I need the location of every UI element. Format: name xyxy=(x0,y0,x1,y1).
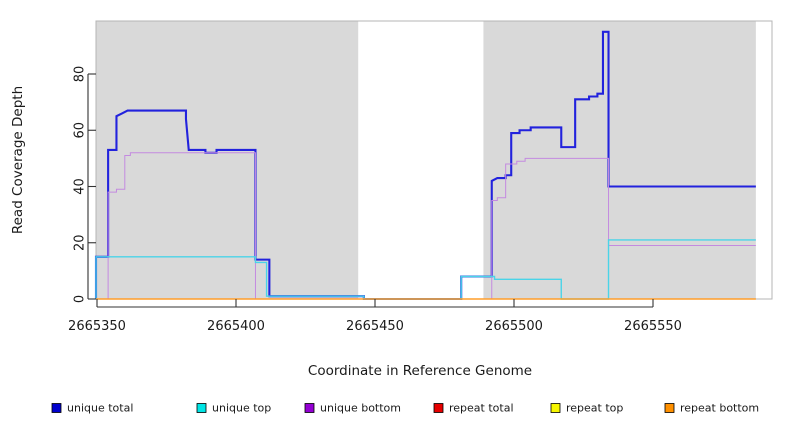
legend-item-unique-top[interactable]: unique top xyxy=(196,402,271,415)
legend-label-repeat-bottom: repeat bottom xyxy=(680,402,759,415)
legend-swatch-unique-total xyxy=(51,403,62,413)
shaded-regions xyxy=(95,20,773,300)
legend-item-repeat-total[interactable]: repeat total xyxy=(433,402,514,415)
legend-label-unique-total: unique total xyxy=(67,402,133,415)
x-tick-label-2665450: 2665450 xyxy=(346,319,404,334)
axes: 0 20 40 60 80 2665350 2665400 2665450 2665500 266… xyxy=(68,66,682,334)
legend-swatch-unique-bottom xyxy=(304,403,315,413)
legend-label-unique-top: unique top xyxy=(212,402,271,415)
y-tick-label-0: 0 xyxy=(73,295,88,303)
legend-item-repeat-bottom[interactable]: repeat bottom xyxy=(664,402,759,415)
legend-label-repeat-top: repeat top xyxy=(566,402,623,415)
legend-label-repeat-total: repeat total xyxy=(449,402,514,415)
x-tick-label-2665350: 2665350 xyxy=(68,319,126,334)
y-tick-label-60: 60 xyxy=(73,122,88,139)
legend-swatch-unique-top xyxy=(196,403,207,413)
y-tick-label-20: 20 xyxy=(73,234,88,251)
legend-item-unique-total[interactable]: unique total xyxy=(51,402,133,415)
legend-label-unique-bottom: unique bottom xyxy=(320,402,401,415)
legend-swatch-repeat-total xyxy=(433,403,444,413)
x-tick-label-2665400: 2665400 xyxy=(207,319,265,334)
legend-swatch-repeat-top xyxy=(550,403,561,413)
series-unique-bottom xyxy=(96,152,756,300)
shaded-band-2 xyxy=(483,21,756,299)
shaded-band-0 xyxy=(96,21,359,299)
x-axis-title: Coordinate in Reference Genome xyxy=(308,363,532,379)
x-tick-label-2665500: 2665500 xyxy=(485,319,543,334)
legend-item-unique-bottom[interactable]: unique bottom xyxy=(304,402,401,415)
y-tick-label-80: 80 xyxy=(73,66,88,83)
y-tick-label-40: 40 xyxy=(73,178,88,195)
legend-swatch-repeat-bottom xyxy=(664,403,675,413)
shaded-band-1 xyxy=(358,21,484,299)
series-lines xyxy=(94,30,756,301)
legend-item-repeat-top[interactable]: repeat top xyxy=(550,402,623,415)
chart-legend: unique total unique top unique bottom repea… xyxy=(51,402,759,415)
y-axis-title: Read Coverage Depth xyxy=(10,86,26,234)
x-tick-label-2665550: 2665550 xyxy=(624,319,682,334)
